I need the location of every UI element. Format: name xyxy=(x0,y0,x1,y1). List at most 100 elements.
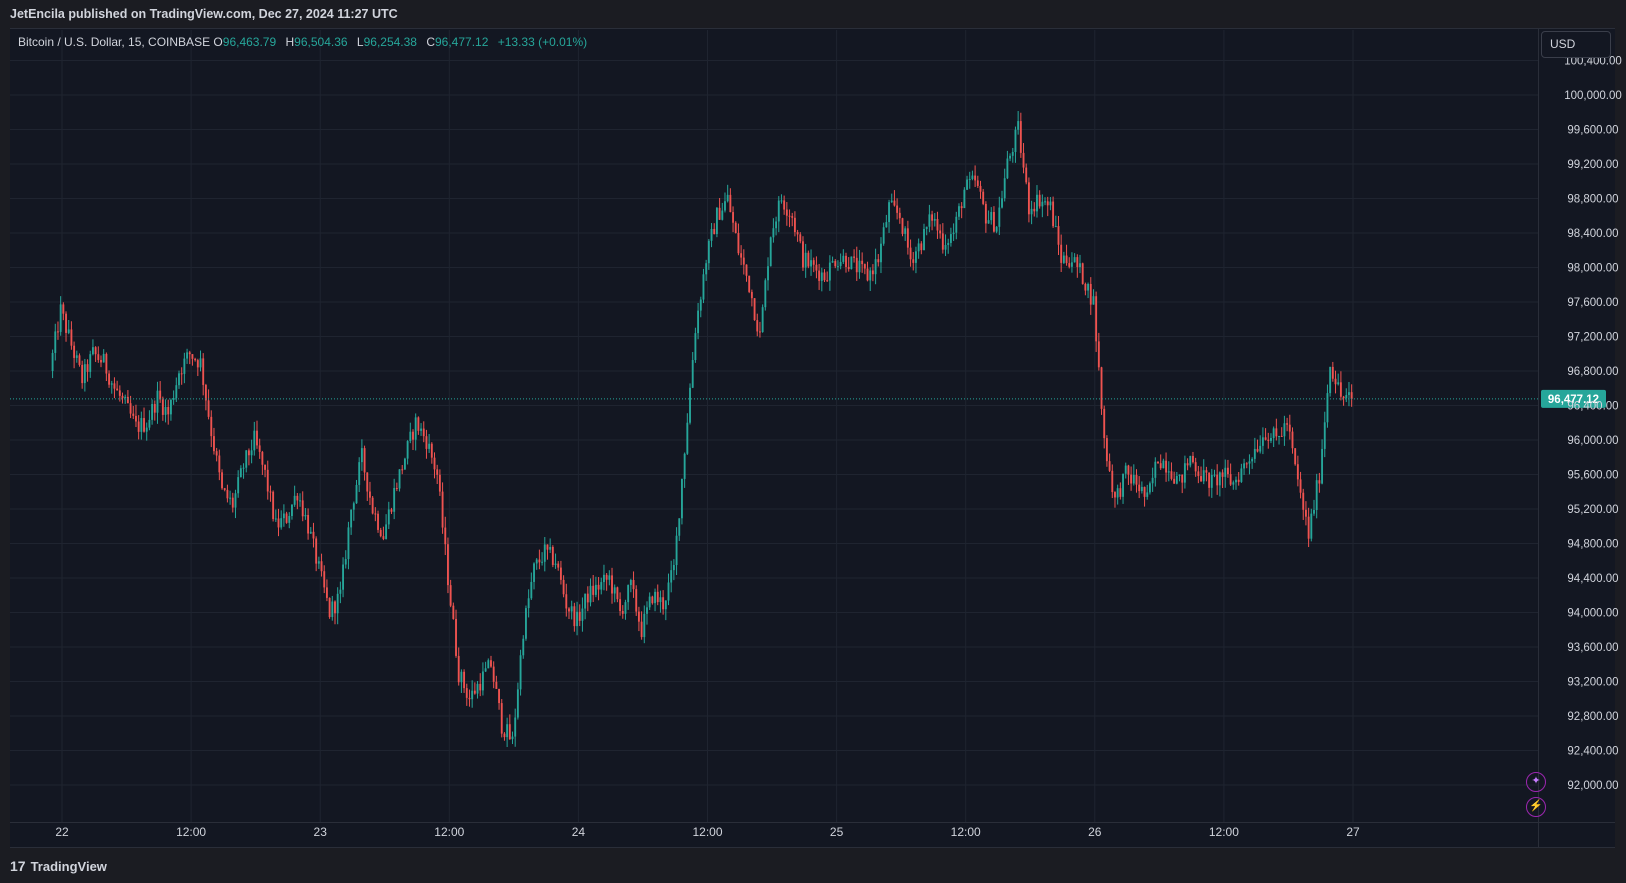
candle-body xyxy=(707,240,710,264)
candle-body xyxy=(1296,464,1299,480)
candle-body xyxy=(229,497,232,499)
ohlc-legend: Bitcoin / U.S. Dollar, 15, COINBASE O96,… xyxy=(18,34,593,50)
candle-body xyxy=(447,544,449,586)
candle-body xyxy=(662,597,665,610)
candle-body xyxy=(1062,255,1065,263)
candle-body xyxy=(1170,471,1173,479)
close-label: C xyxy=(426,35,435,49)
candle-body xyxy=(877,259,880,263)
candle-body xyxy=(213,436,215,452)
candle-body xyxy=(460,671,463,683)
candle-body xyxy=(1081,263,1084,284)
candle-body xyxy=(1192,455,1194,463)
candle-body xyxy=(317,561,320,564)
candle-body xyxy=(759,331,761,333)
candle-body xyxy=(589,585,592,603)
chart-panel[interactable] xyxy=(10,28,1615,848)
lightning-icon[interactable]: ⚡ xyxy=(1526,797,1546,817)
candle-body xyxy=(818,270,821,281)
candle-body xyxy=(656,591,659,603)
candle-body xyxy=(839,261,842,267)
candle-body xyxy=(221,472,223,489)
candle-body xyxy=(1315,480,1318,511)
candle-body xyxy=(1046,201,1049,206)
change-value: +13.33 (+0.01%) xyxy=(497,35,588,49)
candle-body xyxy=(1140,486,1143,492)
candle-body xyxy=(1334,378,1337,385)
candle-body xyxy=(1345,395,1348,399)
candle-body xyxy=(1073,257,1076,263)
candle-body xyxy=(974,175,977,181)
candle-body xyxy=(742,257,745,265)
candle-body xyxy=(479,683,482,691)
candle-body xyxy=(1100,367,1103,409)
candle-body xyxy=(1162,460,1165,469)
candle-body xyxy=(941,233,944,250)
candle-body xyxy=(137,421,140,432)
candle-body xyxy=(931,214,934,221)
y-tick-label: 98,000.00 xyxy=(1567,263,1618,275)
candle-body xyxy=(1205,470,1208,473)
candle-body xyxy=(748,275,751,292)
candle-body xyxy=(1165,460,1168,473)
candle-body xyxy=(484,668,487,672)
candle-body xyxy=(148,419,151,428)
candle-body xyxy=(1237,479,1240,482)
candle-body xyxy=(1181,474,1184,483)
candle-body xyxy=(968,178,971,180)
candle-body xyxy=(616,587,619,600)
candle-body xyxy=(239,468,242,478)
candle-body xyxy=(565,594,568,609)
candle-body xyxy=(527,598,530,609)
candle-body xyxy=(511,736,514,740)
candle-body xyxy=(541,561,544,563)
candle-body xyxy=(468,697,471,700)
candle-body xyxy=(325,587,328,598)
candle-body xyxy=(110,383,113,385)
candle-body xyxy=(1103,408,1106,439)
candle-body xyxy=(231,497,234,508)
candle-body xyxy=(97,354,100,360)
candle-body xyxy=(1060,244,1063,263)
candle-body xyxy=(1288,424,1291,432)
candle-body xyxy=(678,518,681,536)
candle-body xyxy=(562,579,565,595)
candle-body xyxy=(1348,392,1350,396)
x-tick-label: 22 xyxy=(55,825,69,839)
candle-body xyxy=(734,222,737,233)
candle-body xyxy=(1280,435,1283,437)
star-sparkle-icon[interactable]: ✦ xyxy=(1526,772,1546,792)
candle-body xyxy=(1130,474,1133,484)
symbol-label[interactable]: Bitcoin / U.S. Dollar, 15, COINBASE xyxy=(18,35,211,49)
candle-body xyxy=(1259,445,1262,452)
candle-body xyxy=(159,390,162,400)
candle-body xyxy=(724,201,726,211)
candle-body xyxy=(1019,121,1022,153)
candle-body xyxy=(519,655,522,690)
tradingview-logo[interactable]: 17 TradingView xyxy=(10,856,107,876)
candle-body xyxy=(398,469,401,489)
candle-body xyxy=(291,504,293,516)
candle-body xyxy=(568,608,570,612)
candle-body xyxy=(1052,201,1055,227)
candle-body xyxy=(982,191,985,204)
candle-body xyxy=(1009,155,1012,159)
candle-body xyxy=(339,589,342,594)
candle-body xyxy=(543,544,546,562)
x-tick-label: 25 xyxy=(830,825,844,839)
candle-body xyxy=(1275,428,1278,437)
candle-body xyxy=(732,212,734,223)
candle-body xyxy=(1240,468,1243,482)
currency-button[interactable]: USD xyxy=(1541,31,1611,58)
candle-body xyxy=(299,500,301,502)
candle-body xyxy=(1054,226,1057,228)
candle-body xyxy=(769,237,772,267)
candle-body xyxy=(1261,437,1264,446)
candle-body xyxy=(659,597,662,603)
candle-body xyxy=(592,585,595,595)
candle-body xyxy=(992,211,995,232)
candle-body xyxy=(831,261,834,263)
candle-body xyxy=(947,242,950,245)
candle-body xyxy=(1272,428,1275,439)
